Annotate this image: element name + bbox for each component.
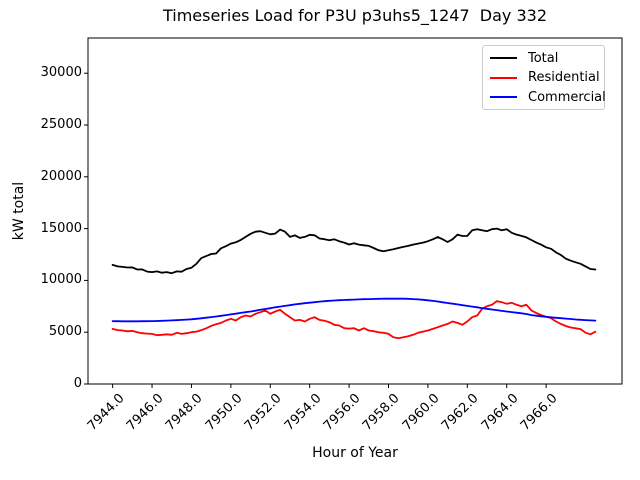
legend-line-sample-total — [490, 57, 517, 59]
series-line-commercial — [111, 297, 597, 323]
legend-label-total: Total — [528, 50, 559, 66]
legend-label-residential: Residential — [528, 70, 600, 85]
legend-line-sample-commercial — [490, 96, 517, 98]
x-axis-label: Hour of Year — [312, 445, 398, 461]
legend-line-sample-residential — [490, 76, 517, 79]
y-tick-label: 0 — [73, 376, 82, 391]
y-tick-label: 10000 — [40, 272, 82, 288]
y-tick-label: 15000 — [40, 220, 82, 236]
series-line-residential — [111, 300, 597, 340]
legend-label-commercial: Commercial — [528, 89, 606, 105]
legend-entry-commercial: Commercial — [490, 89, 606, 105]
y-tick-label: 20000 — [40, 168, 82, 184]
legend: Total Residential Commercial — [482, 45, 606, 110]
chart-title: Timeseries Load for P3U p3uhs5_1247 Day … — [162, 6, 548, 25]
y-tick-label: 30000 — [40, 65, 82, 81]
y-tick-label: 5000 — [48, 324, 82, 340]
axes-frame — [87, 37, 623, 385]
legend-entry-total: Total — [490, 51, 604, 66]
y-tick-label: 25000 — [40, 117, 82, 133]
series-line-total — [111, 227, 597, 275]
legend-entry-residential: Residential — [490, 70, 604, 85]
